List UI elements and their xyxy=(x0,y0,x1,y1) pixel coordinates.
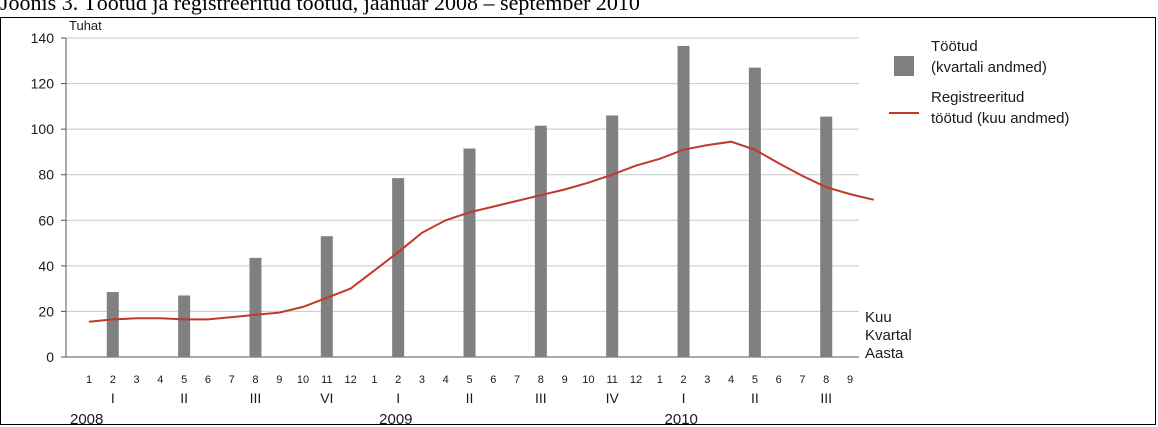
month-tick-label: 12 xyxy=(344,374,356,386)
legend-label: Töötud xyxy=(931,38,978,55)
y-tick-label: 80 xyxy=(38,167,54,183)
month-tick-label: 2 xyxy=(110,374,116,386)
quarter-tick-label: I xyxy=(396,390,400,406)
year-tick-label: 2010 xyxy=(665,411,698,426)
month-tick-label: 1 xyxy=(371,374,377,386)
y-tick-label: 60 xyxy=(38,212,54,228)
month-tick-label: 6 xyxy=(490,374,496,386)
month-tick-label: 3 xyxy=(419,374,425,386)
month-tick-label: 8 xyxy=(538,374,544,386)
month-tick-label: 4 xyxy=(728,374,734,386)
month-tick-label: 11 xyxy=(321,374,332,386)
chart-frame: 0 20 40 60 80 100 120 140 Tuhat 1 2 3 4 5 6 7 8 9 10 11 12 1 2… xyxy=(0,17,1156,426)
quarter-tick-label: IV xyxy=(606,390,620,406)
bar xyxy=(534,125,547,357)
month-tick-label: 3 xyxy=(134,374,140,386)
chart-title: Joonis 3. Töötud ja registreeritud töötu… xyxy=(0,0,640,15)
month-tick-label: 7 xyxy=(799,374,805,386)
month-tick-label: 6 xyxy=(205,374,211,386)
legend-label: töötud (kuu andmed) xyxy=(931,110,1069,127)
bar xyxy=(677,45,690,357)
month-tick-label: 11 xyxy=(606,374,617,386)
month-tick-label: 4 xyxy=(443,374,449,386)
quarter-tick-label: VI xyxy=(320,390,333,406)
y-tick-label: 120 xyxy=(31,76,55,92)
quarter-tick-label: I xyxy=(111,390,115,406)
quarter-tick-label: II xyxy=(751,390,759,406)
bar xyxy=(606,115,619,357)
quarter-tick-label: II xyxy=(466,390,474,406)
month-tick-label: 5 xyxy=(752,374,758,386)
month-tick-label: 9 xyxy=(562,374,568,386)
month-tick-label: 12 xyxy=(630,374,642,386)
bar xyxy=(178,295,191,357)
month-tick-label: 9 xyxy=(276,374,282,386)
month-tick-label: 4 xyxy=(157,374,163,386)
bar xyxy=(249,257,262,357)
quarter-tick-label: III xyxy=(820,390,832,406)
month-tick-label: 2 xyxy=(395,374,401,386)
month-tick-label: 6 xyxy=(776,374,782,386)
quarter-tick-label: III xyxy=(535,390,547,406)
quarter-tick-label: I xyxy=(682,390,686,406)
y-axis-unit-label: Tuhat xyxy=(69,18,102,33)
y-tick-label: 0 xyxy=(46,349,54,365)
bar xyxy=(320,236,333,357)
month-tick-label: 8 xyxy=(823,374,829,386)
month-tick-label: 7 xyxy=(514,374,520,386)
month-tick-label: 2 xyxy=(680,374,686,386)
month-tick-label: 8 xyxy=(252,374,258,386)
quarter-tick-label: II xyxy=(180,390,188,406)
y-tick-label: 140 xyxy=(31,30,55,46)
line-series-registered-unemployed xyxy=(88,140,875,323)
month-tick-label: 10 xyxy=(297,374,309,386)
legend-label: Registreeritud xyxy=(931,89,1024,106)
y-tick-label: 100 xyxy=(31,121,55,137)
legend-label: (kvartali andmed) xyxy=(931,59,1047,76)
month-tick-label: 5 xyxy=(466,374,472,386)
year-tick-label: 2009 xyxy=(379,411,412,426)
month-tick-label: 5 xyxy=(181,374,187,386)
bar xyxy=(106,292,119,357)
y-tick-label: 20 xyxy=(38,303,54,319)
month-tick-label: 10 xyxy=(582,374,594,386)
year-tick-label: 2008 xyxy=(70,411,103,426)
quarter-tick-label: III xyxy=(250,390,262,406)
y-tick-label: 40 xyxy=(38,258,54,274)
bar xyxy=(820,116,833,357)
bar xyxy=(463,148,476,357)
axis-row-label: Kuu xyxy=(865,309,892,326)
month-tick-label: 7 xyxy=(229,374,235,386)
month-tick-label: 1 xyxy=(86,374,92,386)
month-tick-label: 9 xyxy=(847,374,853,386)
bar xyxy=(748,67,761,357)
legend-bar-swatch xyxy=(894,56,914,76)
axis-row-label: Aasta xyxy=(865,345,904,362)
bar xyxy=(392,178,405,357)
month-tick-label: 1 xyxy=(657,374,663,386)
month-tick-label: 3 xyxy=(704,374,710,386)
axis-row-label: Kvartal xyxy=(865,327,912,344)
